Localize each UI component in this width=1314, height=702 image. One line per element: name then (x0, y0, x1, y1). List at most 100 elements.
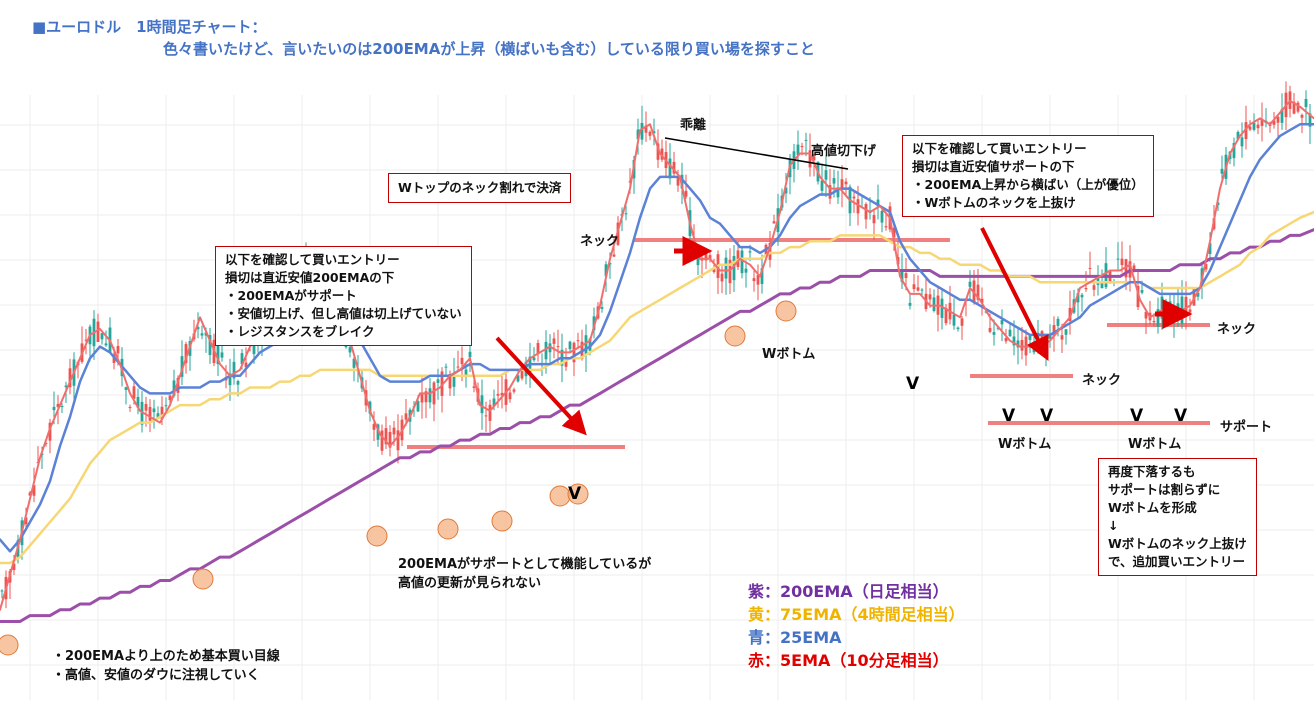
candle-body (1064, 329, 1068, 335)
candle-body (1296, 102, 1300, 112)
candle-body (764, 244, 768, 258)
neck-label-1: ネック (580, 234, 620, 249)
candle-body (208, 335, 212, 356)
candle-body (388, 431, 392, 448)
candle-body (1272, 120, 1276, 125)
candle-body (628, 181, 632, 183)
candle-body (820, 180, 824, 191)
w-bottom-label-2: Wボトム (998, 437, 1052, 452)
v-bottom-marker: V (1130, 406, 1144, 426)
retest-note-line: Wボトムを形成 (1108, 500, 1197, 515)
entry-note-1-line: ・200EMAがサポート (225, 288, 357, 303)
candle-body (164, 405, 168, 407)
candle-body (800, 145, 804, 148)
candle-body (928, 294, 932, 300)
candle-body (600, 307, 604, 309)
candle-body (1088, 267, 1092, 269)
candle-body (548, 343, 552, 353)
candle-body (544, 341, 548, 360)
candle-body (956, 327, 960, 330)
divergence-label: 乖離 (680, 118, 707, 133)
candle-body (56, 403, 60, 408)
candle-body (100, 333, 104, 340)
candle-body (1280, 109, 1284, 123)
candle-body (1244, 122, 1248, 140)
candle-body (916, 287, 920, 291)
candle-body (832, 178, 836, 184)
lower-high-line (664, 137, 849, 170)
wtop-exit-box: Wトップのネック割れで決済 (388, 173, 572, 203)
retest-note-line: ↓ (1108, 518, 1119, 533)
ema200-line (0, 228, 1314, 623)
candle-body (1052, 325, 1056, 337)
candle-body (1308, 113, 1312, 127)
candle-body (220, 352, 224, 358)
candle-body (608, 263, 612, 265)
candle-body (160, 406, 164, 419)
ema25-line (0, 123, 1314, 553)
ema-touch-circle (437, 518, 459, 540)
v-bottom-marker: V (906, 374, 920, 394)
candle-body (1000, 320, 1004, 325)
ema-touch-circle (366, 525, 388, 547)
candle-body (880, 210, 884, 223)
candle-body (556, 346, 560, 348)
entry-note-box-2: 以下を確認して買いエントリー 損切は直近安値サポートの下 ・200EMA上昇から… (902, 135, 1154, 217)
candle-body (572, 342, 576, 363)
entry-note-2-line: 損切は直近安値サポートの下 (912, 159, 1075, 174)
candle-body (444, 366, 448, 368)
candle-body (1096, 274, 1100, 285)
v-bottom-marker: V (1174, 406, 1188, 426)
candle-body (1256, 124, 1260, 129)
candle-body (1232, 142, 1236, 159)
candle-body (684, 190, 688, 197)
candle-body (1252, 122, 1256, 130)
candle-body (1276, 116, 1280, 123)
retest-note-line: で、追加買いエントリー (1108, 554, 1246, 569)
candle-body (576, 340, 580, 342)
candle-body (136, 396, 140, 408)
candle-body (1032, 344, 1036, 353)
candle-body (456, 366, 460, 368)
candle-body (24, 517, 28, 525)
candle-body (216, 345, 220, 365)
bias-note-line: ・200EMAより上のため基本買い目線 (52, 649, 280, 664)
candle-body (516, 375, 520, 382)
candle-body (1060, 335, 1064, 340)
candle-body (228, 373, 232, 386)
annotation-arrows (495, 137, 1193, 436)
candle-body (844, 181, 848, 185)
candle-body (784, 187, 788, 194)
candle-body (464, 369, 468, 376)
candle-body (840, 179, 844, 191)
ema-touch-circle (724, 325, 746, 347)
touch-circles (0, 300, 797, 656)
candle-body (1156, 309, 1160, 327)
candle-body (184, 344, 188, 363)
candle-body (1028, 335, 1032, 340)
retest-note-box: 再度下落するも サポートは割らずに Wボトムを形成 ↓ Wボトムのネック上抜け … (1098, 458, 1257, 576)
entry-arrow-2 (980, 227, 1049, 361)
candle-body (952, 314, 956, 326)
candle-body (1140, 290, 1144, 293)
candle-body (1124, 259, 1128, 278)
ema-lines (0, 99, 1314, 623)
candle-body (1056, 318, 1060, 326)
candle-body (940, 298, 944, 318)
entry-note-2-line: 以下を確認して買いエントリー (912, 141, 1087, 156)
candle-body (660, 148, 664, 160)
candle-body (744, 268, 748, 273)
candle-body (64, 385, 68, 388)
candle-body (852, 196, 856, 199)
candle-body (988, 328, 992, 332)
v-bottom-marker: V (568, 484, 582, 504)
candle-body (500, 392, 504, 396)
candle-body (452, 375, 456, 387)
candle-body (68, 368, 72, 388)
candle-body (196, 327, 200, 330)
candle-body (976, 284, 980, 300)
candle-body (656, 143, 660, 160)
candle-body (856, 199, 860, 214)
candle-body (696, 258, 700, 266)
candle-body (636, 129, 640, 140)
